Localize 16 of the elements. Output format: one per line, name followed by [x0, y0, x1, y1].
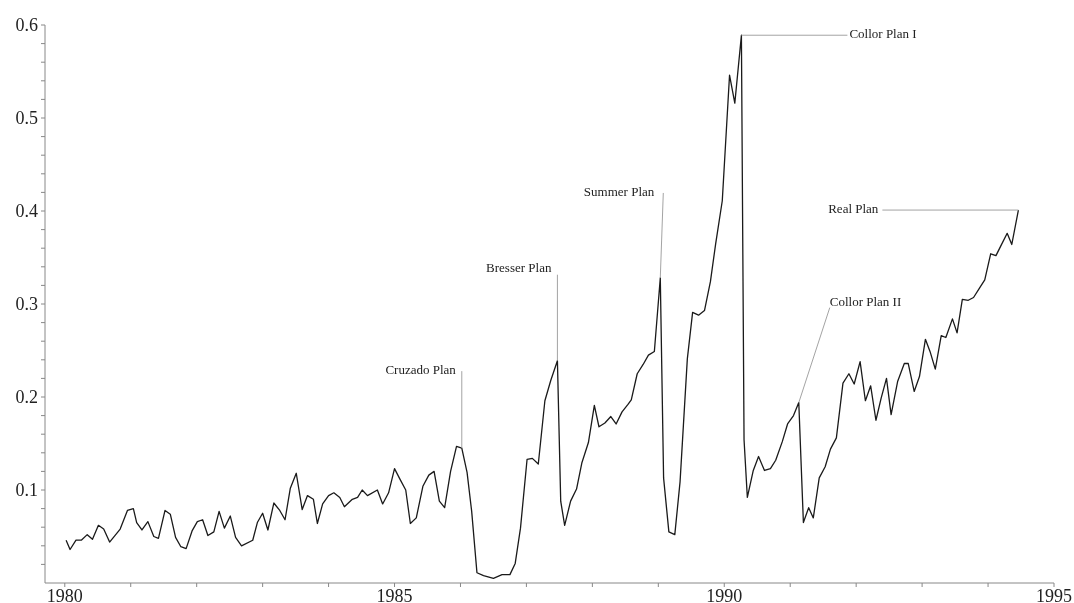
- y-tick-label: 0.4: [15, 201, 38, 222]
- annotation: Collor Plan I: [849, 26, 917, 42]
- annotation: Summer Plan: [583, 183, 655, 199]
- y-tick-label: 0.2: [15, 387, 38, 408]
- y-tick-label: 0.5: [15, 108, 38, 129]
- y-tick-label: 0.3: [15, 294, 38, 315]
- annotation: Bresser Plan: [486, 259, 552, 275]
- x-tick-label: 1985: [376, 585, 413, 603]
- annotation: Collor Plan II: [829, 293, 902, 309]
- y-tick-label: 0.1: [15, 480, 38, 501]
- y-tick-label: 0.6: [15, 15, 38, 36]
- annotation: Cruzado Plan: [385, 362, 457, 378]
- x-tick-label: 1995: [1036, 585, 1072, 603]
- x-tick-label: 1980: [46, 585, 83, 603]
- annotation: Real Plan: [828, 201, 879, 217]
- x-tick-label: 1990: [706, 585, 743, 603]
